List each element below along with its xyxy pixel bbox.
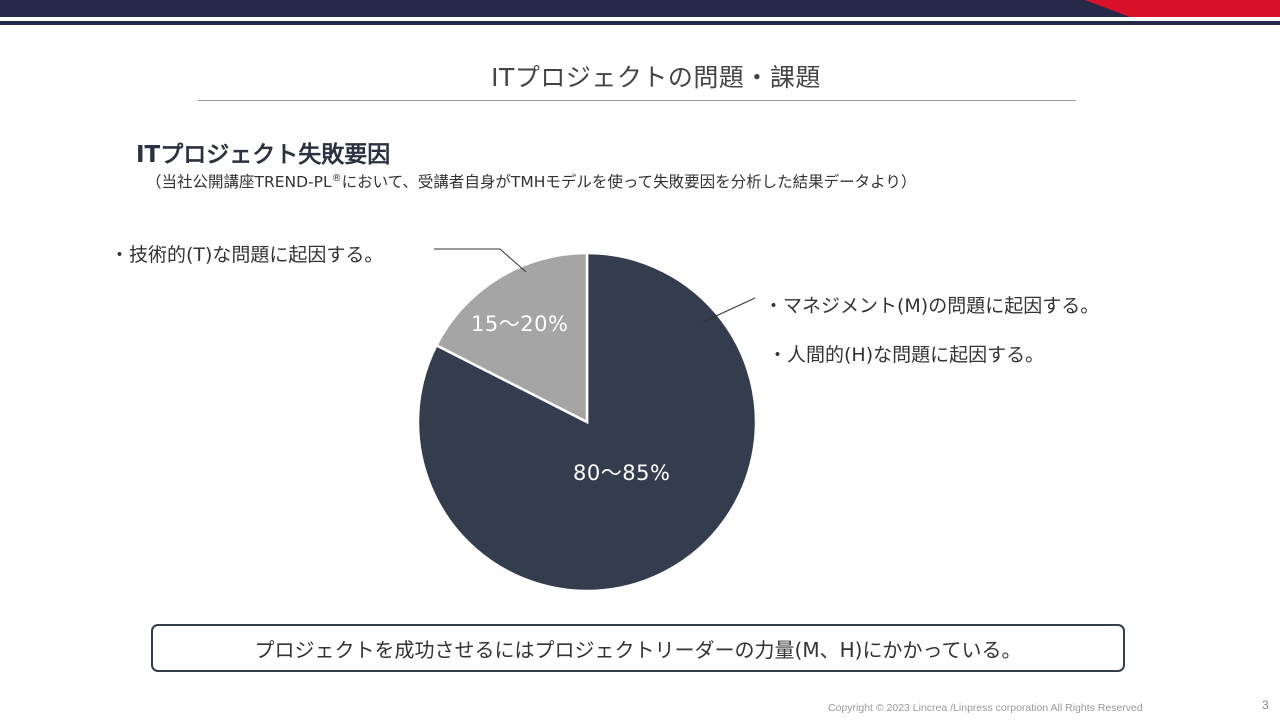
leader-line-technical xyxy=(434,248,527,273)
pie-label-human: ・人間的(H)な問題に起因する。 xyxy=(768,344,1045,366)
leader-line-management xyxy=(702,297,756,323)
section-note-post: において、受講者自身がTMHモデルを使って失敗要因を分析した結果データより） xyxy=(341,173,917,191)
section-note: （当社公開講座TREND-PL®において、受講者自身がTMHモデルを使って失敗要… xyxy=(146,170,916,192)
pie-label-technical: ・技術的(T)な問題に起因する。 xyxy=(110,244,384,266)
pie-value-technical: 15～20% xyxy=(471,312,569,336)
header-band-line xyxy=(0,21,1280,25)
page-title: ITプロジェクトの問題・課題 xyxy=(491,63,821,92)
copyright-notice: Copyright © 2023 Lincrea /Linpress corpo… xyxy=(828,702,1143,714)
pie-label-management: ・マネジメント(M)の問題に起因する。 xyxy=(764,295,1100,317)
page-number: 3 xyxy=(1262,698,1269,712)
header-band-red-accent xyxy=(1085,0,1280,17)
section-note-pre: （当社公開講座TREND-PL xyxy=(146,173,332,191)
header-band-navy xyxy=(0,0,1280,17)
conclusion-box: プロジェクトを成功させるにはプロジェクトリーダーの力量(M、H)にかかっている。 xyxy=(151,624,1125,672)
conclusion-text: プロジェクトを成功させるにはプロジェクトリーダーの力量(M、H)にかかっている。 xyxy=(254,637,1022,662)
pie-value-management-human: 80～85% xyxy=(573,461,671,485)
header-band xyxy=(0,0,1280,25)
title-divider xyxy=(198,100,1076,101)
registered-mark: ® xyxy=(331,172,342,184)
pie-slice-technical xyxy=(434,251,589,425)
section-heading: ITプロジェクト失敗要因 xyxy=(136,142,391,168)
